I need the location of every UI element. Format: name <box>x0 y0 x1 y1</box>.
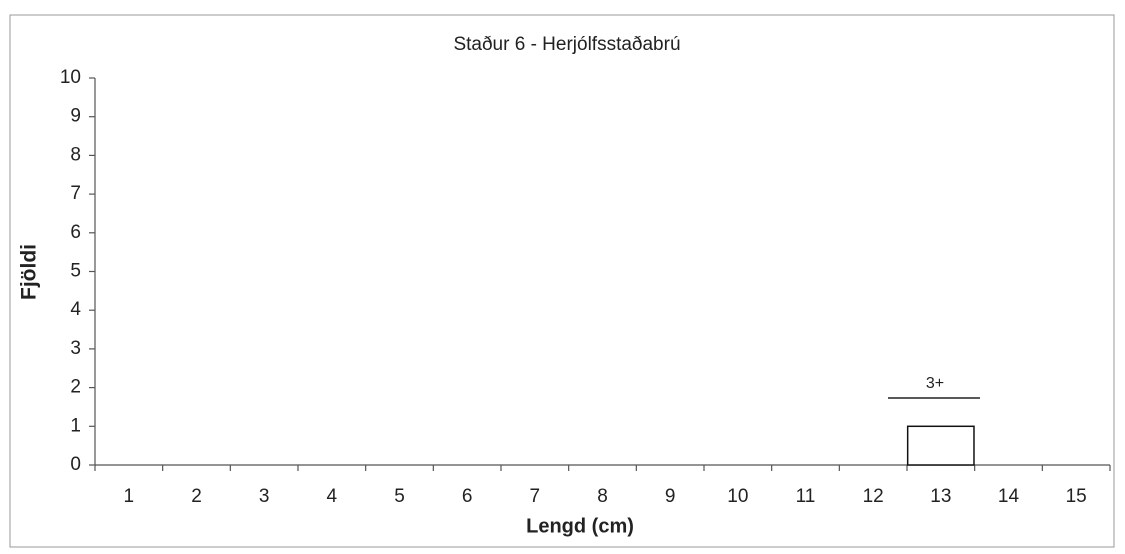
x-tick-label: 12 <box>863 486 884 507</box>
chart-title: Staður 6 - Herjólfsstaðabrú <box>453 34 680 55</box>
x-tick-label: 10 <box>727 486 748 507</box>
y-tick-label: 9 <box>70 106 81 127</box>
x-tick-label: 6 <box>462 486 473 507</box>
x-tick-label: 2 <box>191 486 202 507</box>
y-tick-label: 1 <box>70 415 81 436</box>
x-tick-label: 7 <box>530 486 541 507</box>
x-tick-label: 3 <box>259 486 270 507</box>
bar <box>906 425 975 466</box>
x-tick-label: 4 <box>327 486 338 507</box>
chart-frame <box>9 14 1115 548</box>
y-tick-label: 10 <box>60 67 81 88</box>
y-tick-label: 2 <box>70 377 81 398</box>
y-tick-label: 7 <box>70 183 81 204</box>
x-tick-label: 11 <box>796 486 816 507</box>
x-tick-label: 8 <box>597 486 608 507</box>
x-tick-label: 9 <box>665 486 676 507</box>
y-tick-label: 6 <box>70 222 81 243</box>
annotation: 3+ <box>926 375 944 392</box>
y-tick-label: 8 <box>70 144 81 165</box>
y-tick-label: 3 <box>70 338 81 359</box>
x-tick-label: 14 <box>998 486 1020 507</box>
x-tick-label: 13 <box>930 486 951 507</box>
y-axis-title: Fjöldi <box>18 244 41 300</box>
x-tick-label: 15 <box>1066 486 1087 507</box>
x-tick-label: 5 <box>394 486 405 507</box>
y-tick-label: 4 <box>70 299 81 320</box>
x-tick-label: 1 <box>124 486 135 507</box>
x-axis-title: Lengd (cm) <box>526 515 634 537</box>
y-tick-label: 0 <box>70 454 81 475</box>
y-tick-label: 5 <box>70 261 81 282</box>
